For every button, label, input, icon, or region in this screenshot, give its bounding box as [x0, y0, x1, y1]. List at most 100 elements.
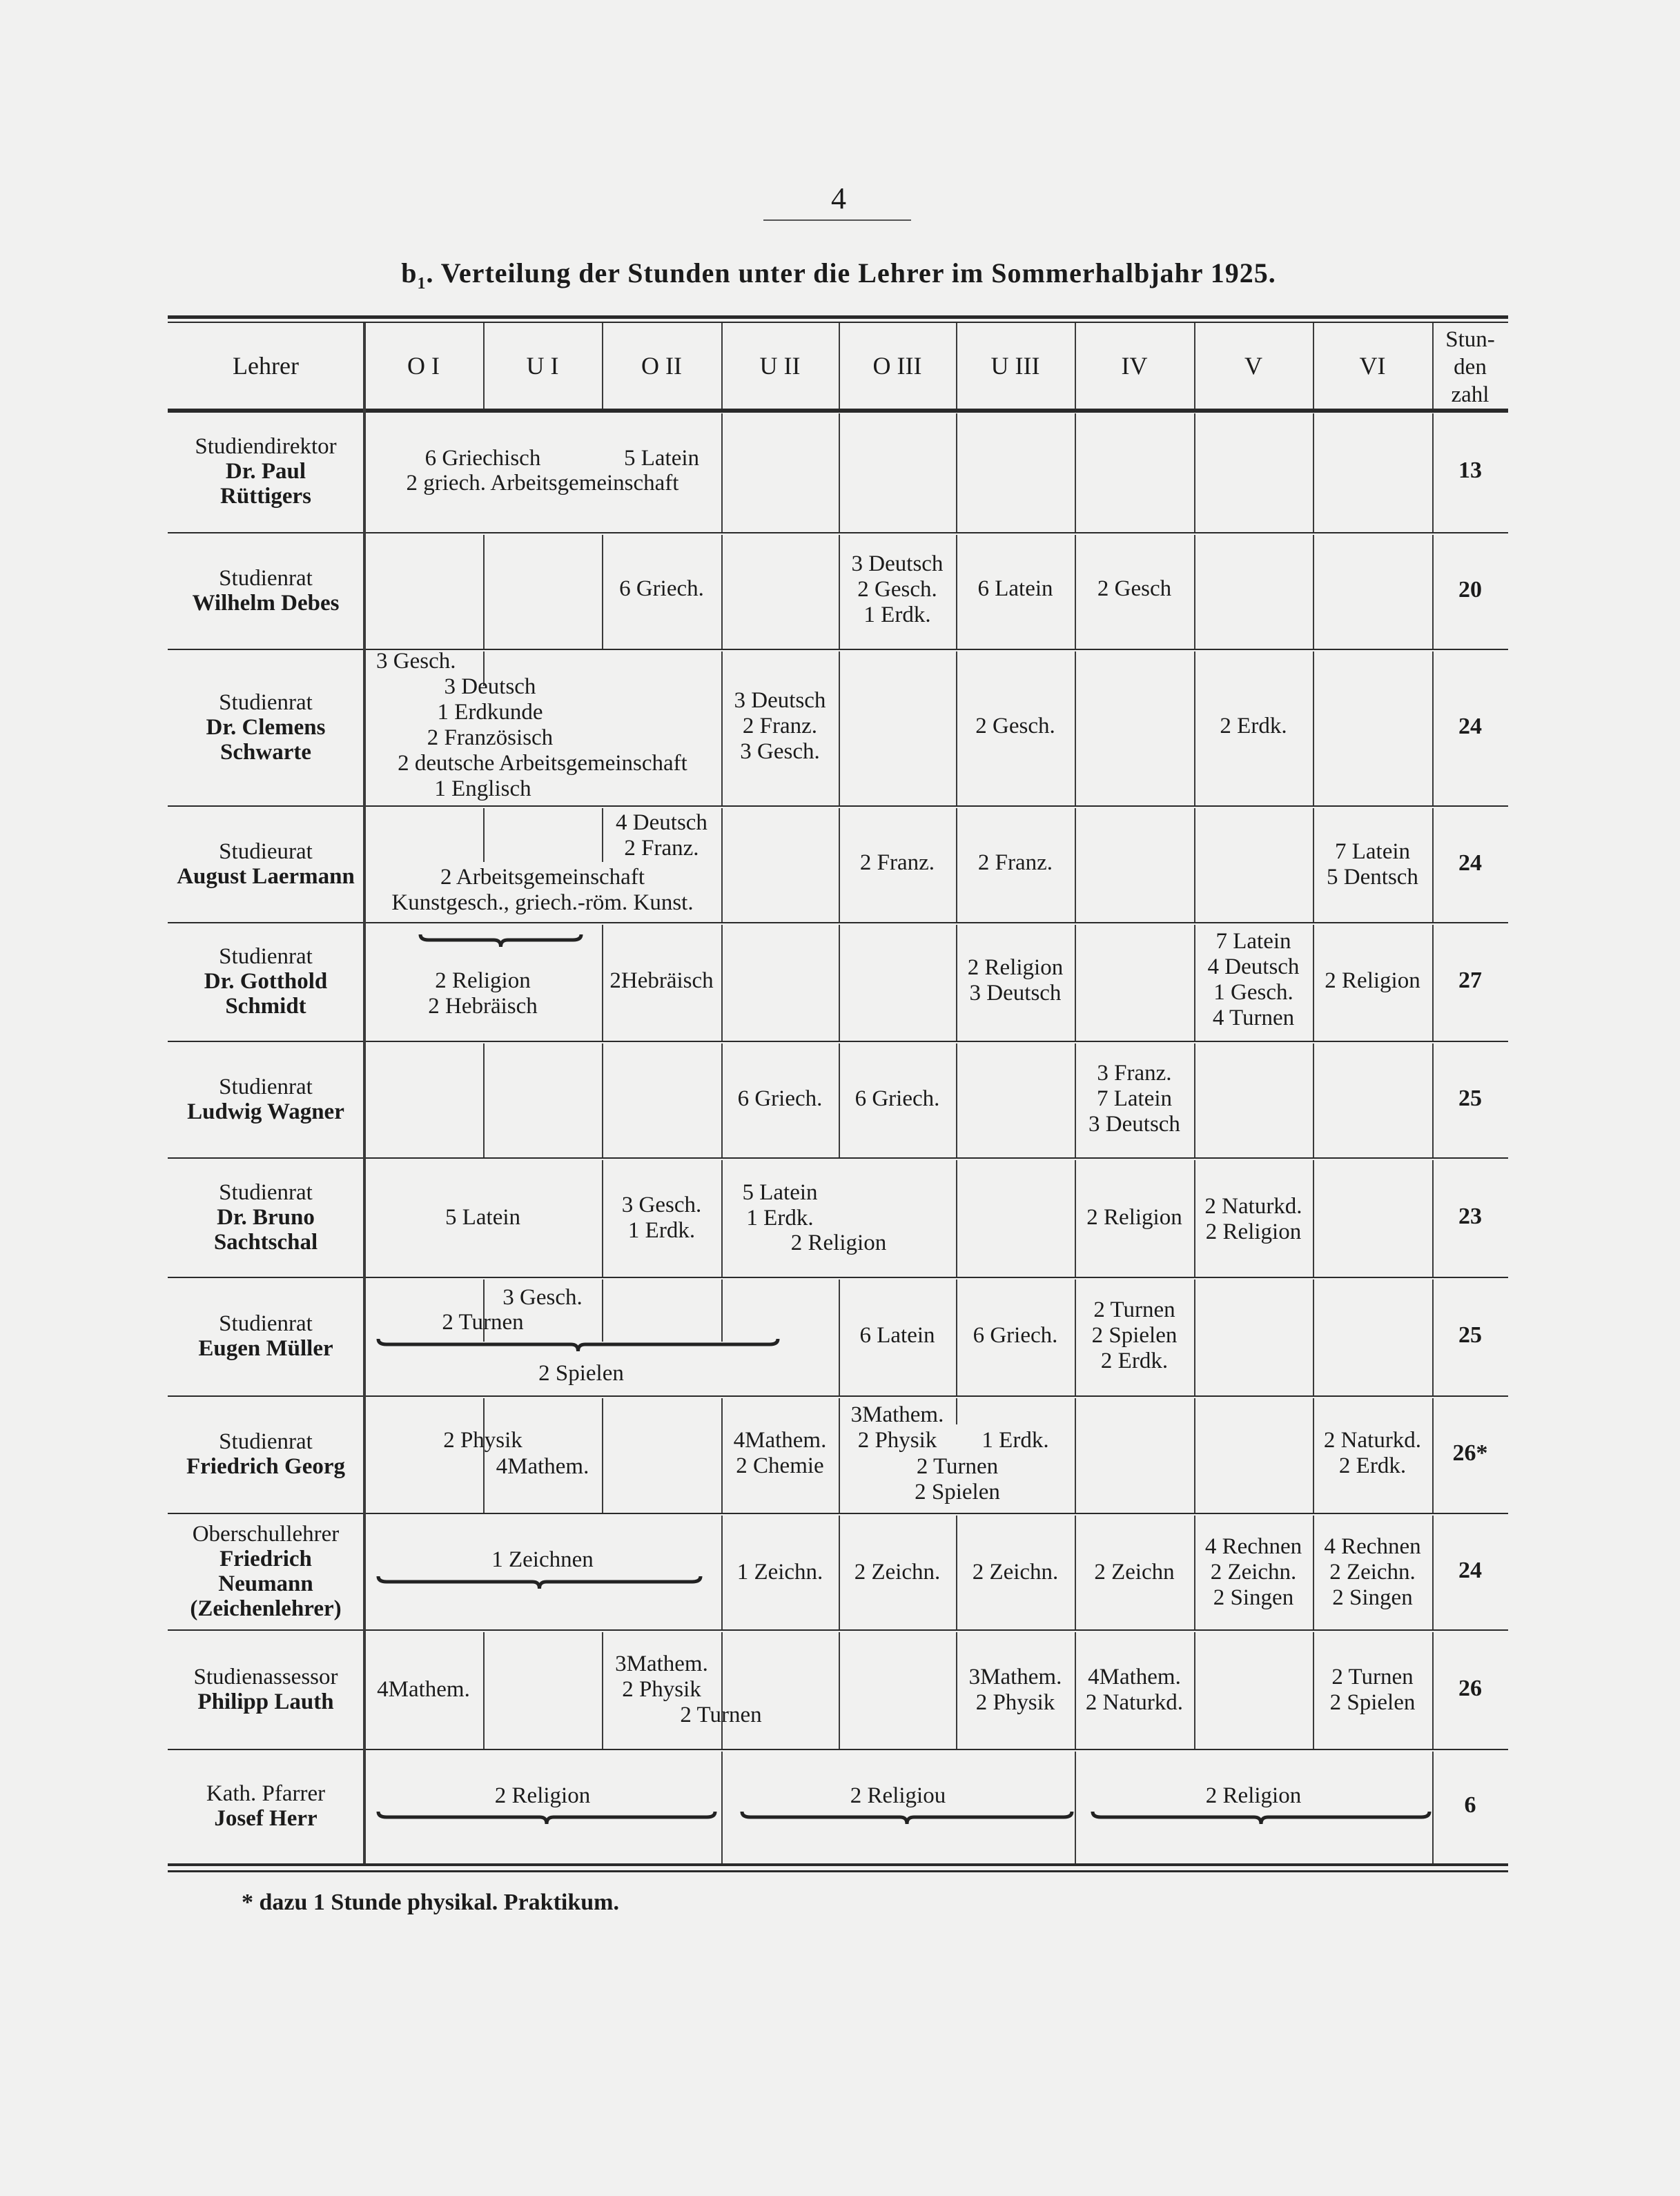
teacher-cell: Studienrat Dr. Gotthold Schmidt — [168, 944, 364, 1019]
column-divider — [839, 808, 840, 922]
lesson-assignment: 2 Turnen — [442, 1310, 524, 1335]
teacher-cell: Studienrat Dr. Bruno Sachtschal — [168, 1180, 364, 1255]
column-divider — [1194, 1160, 1195, 1277]
lesson-assignment: 2 Turnen 2 Spielen — [915, 1454, 1000, 1504]
total-hours: 6 — [1464, 1792, 1476, 1818]
teacher-name: Josef Herr — [214, 1806, 318, 1831]
column-divider — [956, 651, 957, 805]
column-divider — [956, 323, 957, 409]
column-divider — [1194, 1632, 1195, 1749]
lesson-assignment: 1 Erdk. — [981, 1428, 1049, 1453]
lesson-assignment: 2 Franz. — [977, 850, 1053, 875]
column-divider — [721, 1516, 723, 1629]
column-divider — [839, 1632, 840, 1749]
row-divider — [168, 922, 1508, 923]
header-class-7: IV — [1121, 352, 1148, 380]
lesson-assignment: 4 Rechnen 2 Zeichn. 2 Singen — [1204, 1534, 1302, 1610]
total-hours: 25 — [1458, 1085, 1482, 1111]
column-divider — [956, 1160, 957, 1277]
column-divider — [721, 1280, 723, 1342]
total-hours: 13 — [1458, 458, 1482, 483]
total-hours: 26* — [1452, 1440, 1488, 1466]
teacher-name: Friedrich Georg — [186, 1454, 345, 1479]
teacher-title: Studienrat — [219, 944, 313, 969]
grouping-brace — [1091, 1811, 1432, 1825]
column-divider — [1075, 1632, 1076, 1749]
teacher-title: Studienrat — [219, 1429, 313, 1454]
lesson-assignment: 3 Deutsch 2 Gesch. 1 Erdk. — [851, 551, 944, 627]
column-divider — [839, 1280, 840, 1395]
column-divider — [1075, 651, 1076, 805]
column-divider — [956, 413, 957, 532]
column-divider — [1075, 1516, 1076, 1629]
lesson-assignment: 6 Griech. — [854, 1086, 940, 1111]
column-divider — [1313, 1280, 1314, 1395]
column-divider — [721, 925, 723, 1041]
column-divider — [1432, 808, 1434, 922]
lesson-assignment: 4 Rechnen 2 Zeichn. 2 Singen — [1324, 1534, 1421, 1610]
header-class-6: U III — [990, 352, 1040, 380]
title-prefix: b — [401, 257, 418, 288]
teacher-name: August Laermann — [177, 863, 355, 889]
column-divider — [1194, 1398, 1195, 1513]
lesson-assignment: 3 Gesch. 1 Erdk. — [621, 1193, 702, 1243]
column-divider — [956, 535, 957, 649]
lesson-assignment: 2 Zeichn. — [854, 1560, 941, 1585]
column-divider — [1075, 925, 1076, 1041]
lesson-assignment: 1 Zeichn. — [736, 1560, 823, 1585]
teacher-title: Oberschullehrer — [192, 1521, 340, 1547]
teacher-cell: Oberschullehrer Friedrich Neumann (Zeiche… — [168, 1522, 364, 1621]
total-hours: 24 — [1458, 713, 1482, 739]
column-divider — [721, 323, 723, 409]
lesson-assignment: 2 Zeichn. — [972, 1560, 1059, 1585]
lesson-assignment: 5 Latein 1 Erdk. — [742, 1180, 818, 1231]
teacher-cell: Studienrat Ludwig Wagner — [168, 1075, 364, 1124]
header-bottom-rule — [168, 409, 1508, 413]
column-divider — [1432, 1516, 1434, 1629]
teacher-name: Ludwig Wagner — [187, 1099, 344, 1124]
column-divider — [1313, 1043, 1314, 1157]
total-hours: 23 — [1458, 1203, 1482, 1229]
column-divider — [602, 925, 603, 1041]
row-divider — [168, 649, 1508, 650]
lesson-assignment: 2 Arbeitsgemeinschaft Kunstgesch., griec… — [391, 865, 694, 915]
lesson-assignment: 4Mathem. — [377, 1677, 470, 1702]
teacher-title: Studienassessor — [193, 1664, 338, 1689]
column-divider — [1432, 1398, 1434, 1513]
teacher-title: Studienrat — [219, 1179, 313, 1205]
footnote: * dazu 1 Stunde physikal. Praktikum. — [242, 1890, 619, 1915]
column-divider — [1313, 1632, 1314, 1749]
column-divider — [839, 1516, 840, 1629]
column-divider — [956, 925, 957, 1041]
title-text: . Verteilung der Stunden unter die Lehre… — [426, 257, 1276, 288]
column-divider — [1432, 1043, 1434, 1157]
column-divider — [721, 808, 723, 922]
lesson-assignment: 2 Religion — [1086, 1205, 1182, 1230]
column-divider — [721, 1043, 723, 1157]
teacher-cell: Studienrat Dr. Clemens Schwarte — [168, 690, 364, 765]
teacher-name: Eugen Müller — [198, 1336, 333, 1361]
column-divider — [1075, 413, 1076, 532]
column-divider — [1313, 1516, 1314, 1629]
lesson-assignment: 4Mathem. — [496, 1454, 589, 1479]
column-divider — [1432, 323, 1434, 409]
teacher-name: Dr. Clemens Schwarte — [206, 714, 326, 765]
column-divider — [1313, 323, 1314, 409]
column-divider — [602, 1280, 603, 1342]
column-divider — [483, 651, 485, 686]
row-divider — [168, 1157, 1508, 1159]
column-divider — [721, 1160, 723, 1277]
header-total: Stun- den zahl — [1445, 327, 1495, 407]
column-divider — [483, 1280, 485, 1342]
total-hours: 20 — [1458, 576, 1482, 602]
column-divider — [1194, 925, 1195, 1041]
lesson-assignment: 2 Religion — [494, 1783, 591, 1808]
teacher-name: Philipp Lauth — [197, 1689, 334, 1714]
lesson-assignment: 2 Religion — [790, 1231, 887, 1255]
column-divider — [602, 323, 603, 409]
lesson-assignment: 2 Spielen — [538, 1361, 624, 1386]
lesson-assignment: 2 Religion 3 Deutsch — [967, 955, 1064, 1006]
column-divider — [721, 1752, 723, 1863]
column-divider — [721, 413, 723, 532]
column-divider — [602, 1043, 603, 1157]
